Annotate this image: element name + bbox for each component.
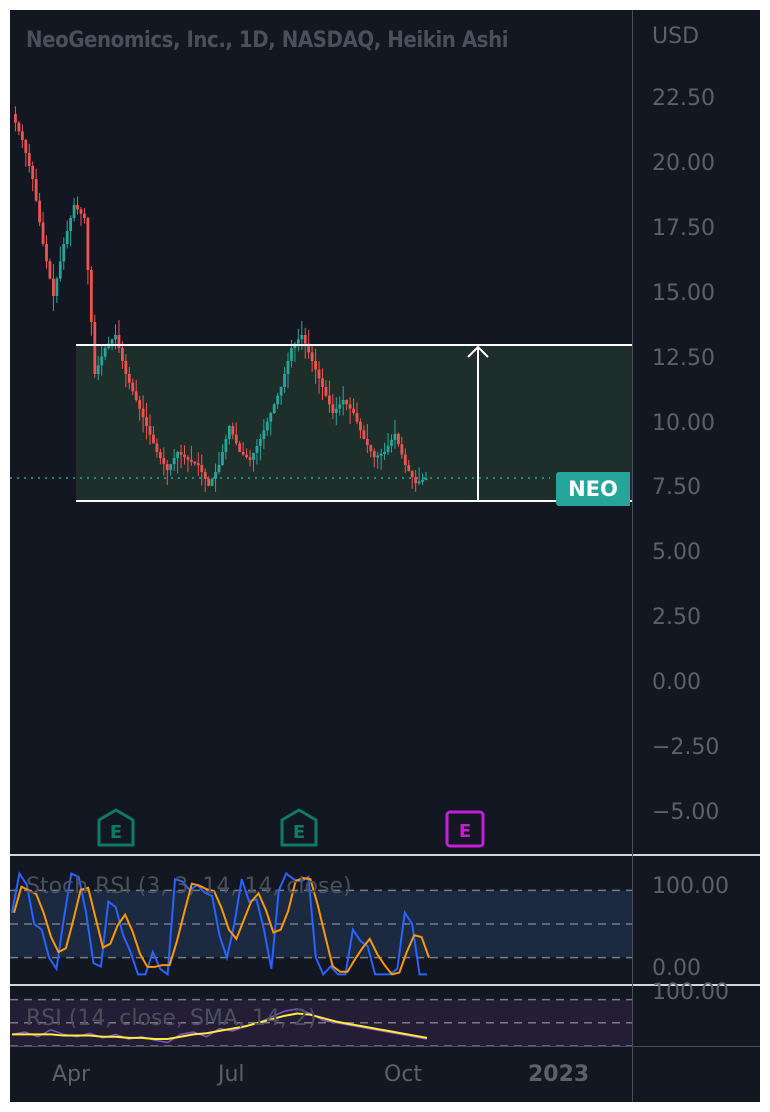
upcoming-earnings-icon[interactable]: E — [445, 810, 485, 850]
price-tick: 10.00 — [652, 410, 715, 436]
chart-container[interactable]: NeoGenomics, Inc., 1D, NASDAQ, Heikin As… — [10, 10, 760, 1102]
price-axis-divider — [632, 10, 633, 1102]
stoch-axis-bottom: 0.00 — [652, 956, 701, 981]
svg-text:E: E — [110, 822, 122, 843]
time-label-jul: Jul — [218, 1062, 245, 1087]
price-tick: 15.00 — [652, 280, 715, 306]
rsi-axis-top: 100.00 — [652, 980, 729, 1005]
time-label-2023: 2023 — [528, 1062, 590, 1087]
chart-title: NeoGenomics, Inc., 1D, NASDAQ, Heikin As… — [26, 28, 509, 53]
price-tick: 22.50 — [652, 86, 715, 111]
stoch-axis-top: 100.00 — [652, 874, 729, 899]
price-tick: −5.00 — [652, 799, 720, 825]
earnings-icon[interactable]: E — [279, 808, 319, 848]
price-pane[interactable] — [10, 10, 632, 855]
time-axis-divider — [10, 1046, 760, 1047]
svg-text:E: E — [459, 821, 471, 842]
stoch-rsi-pane[interactable] — [10, 856, 632, 984]
rsi-pane[interactable] — [10, 986, 632, 1046]
price-tick: 0.00 — [652, 670, 701, 696]
rsi-label[interactable]: RSI (14, close, SMA, 14, 2) — [26, 1006, 317, 1031]
price-tick: 20.00 — [652, 150, 715, 176]
time-label-oct: Oct — [384, 1062, 423, 1087]
price-tick: 2.50 — [652, 605, 701, 631]
time-label-apr: Apr — [52, 1062, 91, 1087]
stoch-rsi-label[interactable]: Stoch RSI (3, 3, 14, 14, close) — [26, 874, 352, 899]
price-tick: 5.00 — [652, 540, 701, 566]
earnings-icon[interactable]: E — [96, 808, 136, 848]
price-tick: 7.50 — [652, 475, 701, 501]
pane-divider[interactable] — [10, 854, 760, 856]
currency-label: USD — [652, 24, 700, 49]
symbol-price-badge: NEO — [556, 472, 630, 506]
svg-text:E: E — [293, 822, 305, 843]
price-tick: 17.50 — [652, 215, 715, 241]
price-tick: −2.50 — [652, 735, 720, 760]
price-tick: 12.50 — [652, 345, 715, 371]
pane-divider[interactable] — [10, 984, 760, 986]
